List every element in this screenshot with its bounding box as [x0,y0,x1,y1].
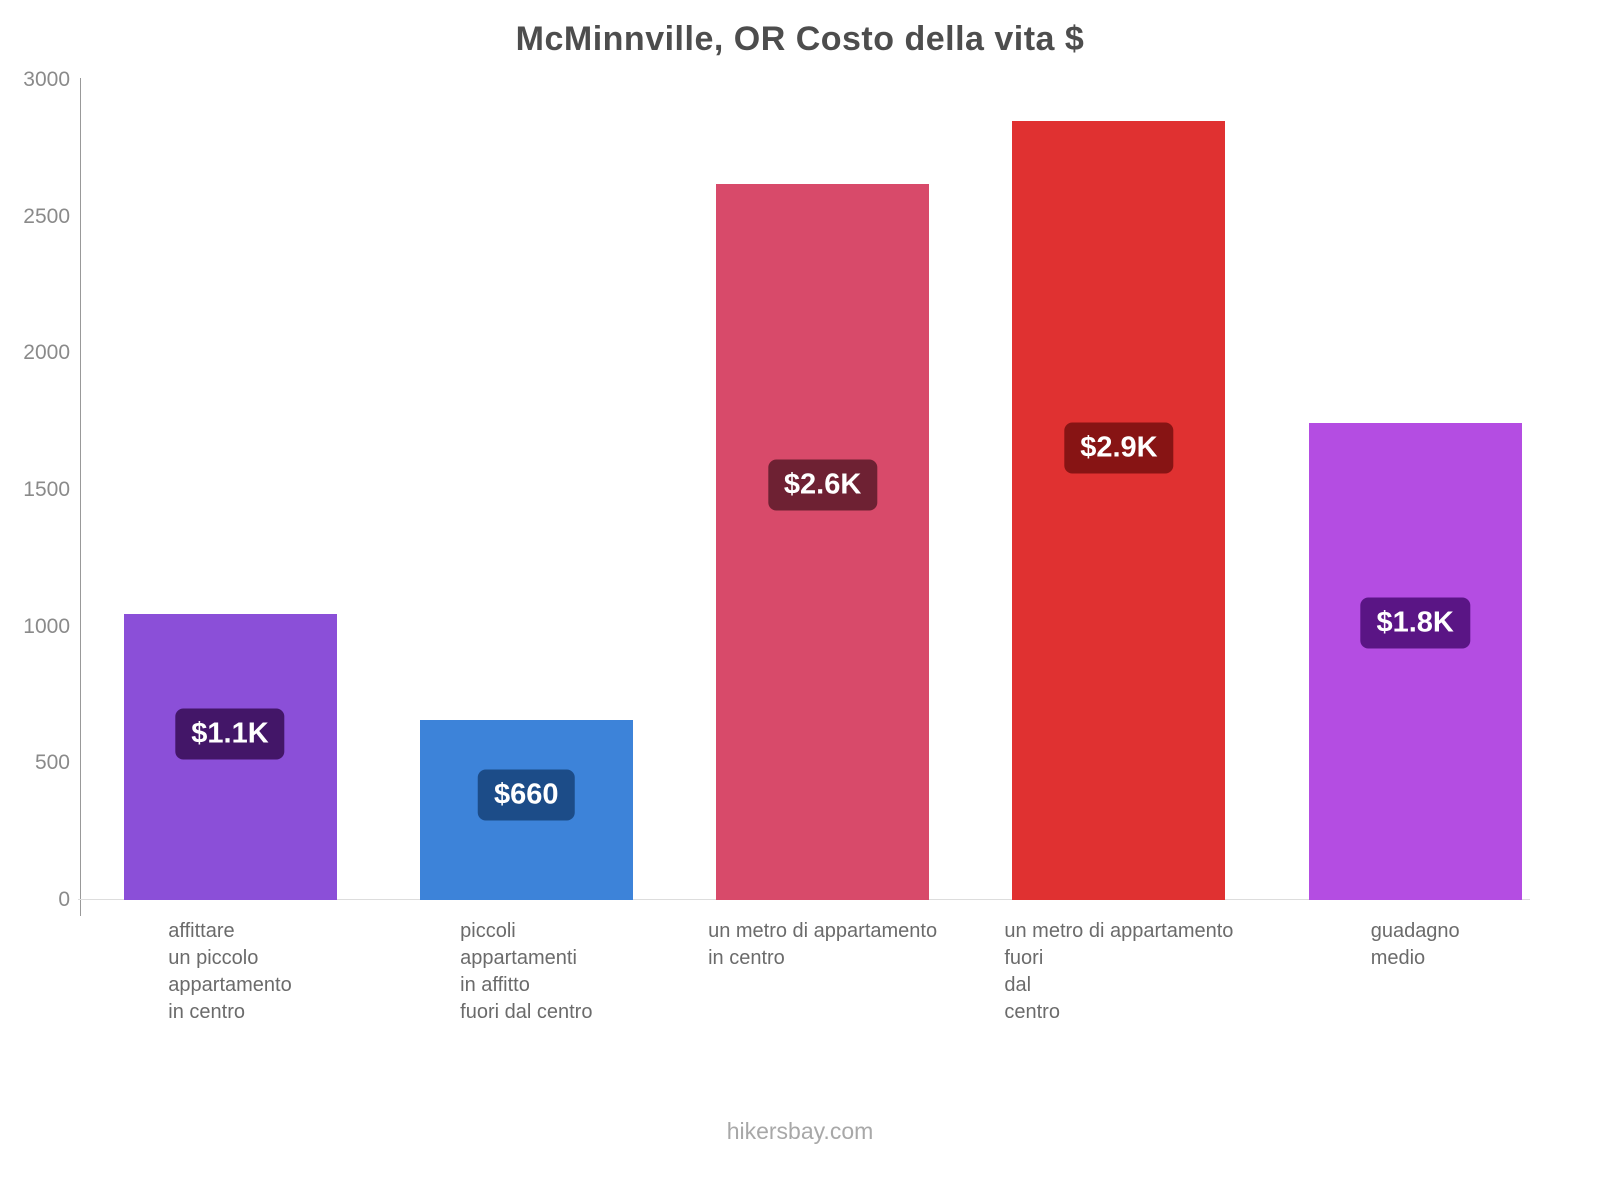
y-tick-label: 3000 [23,68,70,91]
bar: $1.1K [123,614,337,900]
value-badge: $1.8K [1360,597,1470,649]
y-tick-label: 500 [34,751,70,775]
bar: $2.9K [1012,121,1226,900]
y-tick-label: 2500 [23,204,70,228]
y-tick-label: 1500 [23,478,70,501]
y-tick-label: 2000 [23,341,70,365]
footer-watermark-link[interactable]: hikersbay.com [726,1118,874,1144]
value-badge: $2.6K [767,459,878,511]
category-label: un metro di appartamento in centro [708,920,938,969]
y-tick-label: 1000 [23,614,70,638]
bar: $660 [419,719,633,900]
y-tick-label: 0 [58,888,70,911]
category-label: affittare un piccolo appartamento in cen… [168,920,292,1023]
category-label: piccoli appartamenti in affitto fuori da… [460,920,593,1023]
bar: $1.8K [1308,423,1522,900]
value-badge: $2.9K [1064,422,1174,474]
chart-title: McMinnville, OR Costo della vita $ [515,20,1085,58]
category-label: un metro di appartamento fuori dal centr… [1004,920,1234,1023]
value-badge: $660 [478,769,575,821]
y-axis-line [80,78,81,916]
category-label: guadagno medio [1370,920,1460,969]
value-badge: $1.1K [175,708,285,760]
bar: $2.6K [716,183,930,900]
